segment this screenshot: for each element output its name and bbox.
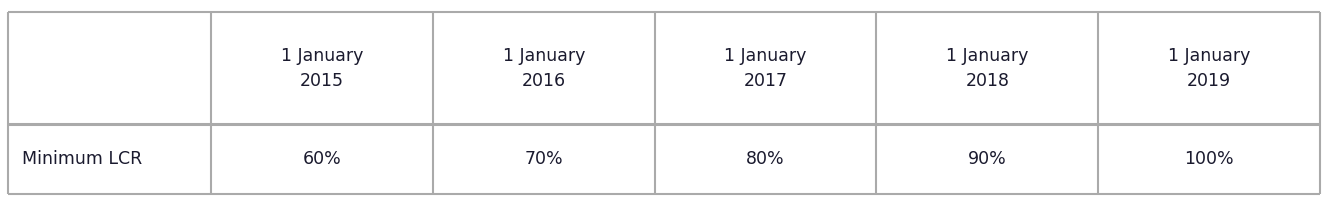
Text: 60%: 60% xyxy=(303,150,341,168)
Text: 1 January
2017: 1 January 2017 xyxy=(724,47,806,89)
Text: 1 January
2015: 1 January 2015 xyxy=(280,47,363,89)
Text: 80%: 80% xyxy=(746,150,785,168)
Text: Minimum LCR: Minimum LCR xyxy=(23,150,142,168)
Text: 1 January
2019: 1 January 2019 xyxy=(1167,47,1250,89)
Text: 1 January
2018: 1 January 2018 xyxy=(946,47,1028,89)
Text: 90%: 90% xyxy=(968,150,1007,168)
Text: 100%: 100% xyxy=(1185,150,1234,168)
Text: 1 January
2016: 1 January 2016 xyxy=(502,47,584,89)
Text: 70%: 70% xyxy=(525,150,563,168)
